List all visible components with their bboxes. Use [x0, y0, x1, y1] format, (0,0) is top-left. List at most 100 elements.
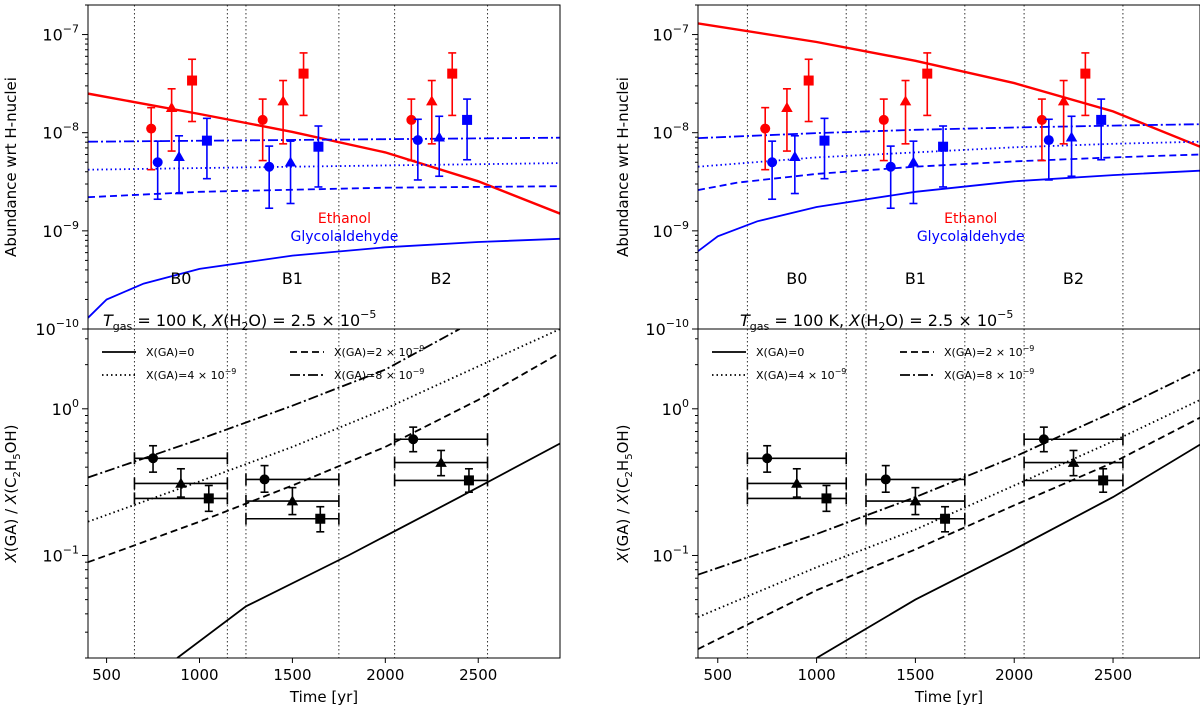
abundance-data-point: [433, 115, 445, 178]
circle-marker: [412, 135, 423, 146]
circle-marker: [146, 123, 157, 134]
abundance-data-point: [885, 145, 896, 210]
circle-marker: [257, 114, 268, 125]
abundance-data-point: [781, 88, 793, 152]
abundance-model-curve: [698, 22, 1200, 148]
circle-marker: [878, 114, 889, 125]
region-label: B2: [430, 269, 451, 288]
ratio-model-curve: [816, 443, 1200, 658]
triangle-marker: [284, 156, 297, 167]
bottom-y-axis-label: X(GA) / X(C2H5OH): [2, 424, 23, 563]
abundance-data-point: [922, 52, 933, 117]
triangle-marker: [165, 101, 178, 112]
square-marker: [447, 68, 458, 79]
ratio-data-point: [865, 464, 966, 494]
square-marker: [203, 493, 214, 504]
ratio-subplot: X(GA)=0 X(GA)=2 × 10−9 X(GA)=4 × 10−9 X(GA)…: [614, 328, 1200, 706]
x-tick-label: 1000: [797, 666, 835, 684]
figure-title: Tgas = 100 K, X(H2O) = 2.5 × 10−5: [740, 308, 1013, 333]
ratio-model-curve: [176, 442, 560, 658]
abundance-data-point: [284, 140, 297, 205]
abundance-model-curve: [88, 185, 560, 199]
triangle-marker: [781, 101, 793, 112]
square-marker: [1096, 114, 1107, 125]
ratio-subplot: X(GA)=0 X(GA)=2 × 10−9 X(GA)=4 × 10−9 X(GA)…: [2, 328, 561, 706]
top-y-tick-label: 10−10: [645, 317, 689, 339]
ratio-data-point: [245, 464, 340, 494]
abundance-data-point: [152, 140, 163, 201]
x-tick-label: 2500: [1094, 666, 1132, 684]
abundance-data-point: [938, 125, 949, 188]
abundance-data-point: [803, 58, 814, 123]
bottom-y-tick-label: 10−1: [652, 543, 689, 565]
bottom-axes-frame: [697, 328, 1200, 659]
triangle-marker: [909, 495, 922, 506]
triangle-marker: [426, 95, 438, 106]
legend-entry-label: X(GA)=8 × 10−9: [334, 367, 424, 382]
circle-marker: [885, 161, 896, 172]
abundance-data-point: [1057, 79, 1070, 145]
abundance-data-point: [1065, 115, 1078, 178]
circle-marker: [152, 157, 163, 168]
abundance-model-curve: [698, 169, 1200, 252]
ratio-model-curve: [88, 352, 560, 564]
triangle-marker: [435, 456, 447, 467]
square-marker: [201, 135, 212, 146]
circle-marker: [259, 474, 270, 485]
abundance-data-point: [1036, 98, 1047, 162]
ratio-data-point: [133, 444, 229, 473]
square-marker: [463, 475, 474, 486]
top-y-axis-label: Abundance wrt H-nuclei: [614, 77, 632, 257]
circle-marker: [1043, 135, 1054, 146]
legend-entry-label: X(GA)=0: [146, 346, 194, 359]
ratio-model-curve: [698, 399, 1200, 618]
ratio-data-point: [133, 467, 229, 498]
triangle-marker: [277, 95, 289, 106]
circle-marker: [762, 453, 773, 464]
circle-marker: [1036, 114, 1047, 125]
abundance-data-point: [462, 98, 473, 161]
region-label: B1: [282, 269, 303, 288]
circle-marker: [880, 474, 891, 485]
abundance-subplot: B0 B1 B2 Ethanol Glycolaldehyde 10−10 10−9 10−8…: [614, 4, 1200, 339]
ratio-model-curve: [698, 416, 1200, 650]
triangle-marker: [899, 95, 912, 106]
top-y-tick-label: 10−10: [35, 317, 79, 339]
top-y-tick-label: 10−8: [42, 121, 79, 143]
x-tick-label: 2000: [366, 666, 404, 684]
ratio-data-point: [393, 426, 489, 453]
abundance-data-point: [789, 134, 801, 195]
x-tick-label: 1000: [180, 666, 218, 684]
top-y-tick-label: 10−7: [42, 23, 79, 45]
bottom-y-tick-label: 10−1: [42, 543, 79, 565]
ratio-data-point: [245, 486, 340, 516]
bottom-y-axis-label: X(GA) / X(C2H5OH): [614, 424, 635, 563]
legend-entry-label: X(GA)=2 × 10−9: [944, 344, 1034, 359]
abundance-data-point: [313, 125, 324, 188]
ratio-legend: X(GA)=0 X(GA)=2 × 10−9 X(GA)=4 × 10−9 X(GA)…: [712, 344, 1034, 382]
square-marker: [819, 135, 830, 146]
region-label: B1: [905, 269, 926, 288]
legend-entry-label: X(GA)=2 × 10−9: [334, 344, 424, 359]
square-marker: [298, 68, 309, 79]
abundance-data-point: [146, 106, 157, 171]
triangle-marker: [173, 150, 185, 161]
square-marker: [315, 513, 326, 524]
ratio-data-point: [133, 484, 229, 513]
legend-entry-label: X(GA)=4 × 10−9: [756, 367, 846, 382]
x-axis-label: Time [yr]: [289, 688, 358, 706]
top-y-tick-label: 10−8: [652, 121, 689, 143]
abundance-subplot: B0 B1 B2 Ethanol Glycolaldehyde 10−10 10−9 10−8…: [2, 4, 561, 339]
bottom-y-tick-label: 100: [662, 397, 689, 419]
abundance-data-point: [201, 117, 212, 180]
abundance-data-point: [187, 58, 198, 123]
ratio-data-point: [746, 444, 848, 473]
circle-marker: [767, 157, 778, 168]
x-tick-label: 1500: [273, 666, 311, 684]
ratio-data-point: [865, 505, 966, 533]
triangle-marker: [433, 131, 445, 142]
species-label: Glycolaldehyde: [291, 229, 399, 245]
circle-marker: [148, 453, 159, 464]
abundance-data-point: [767, 140, 778, 201]
